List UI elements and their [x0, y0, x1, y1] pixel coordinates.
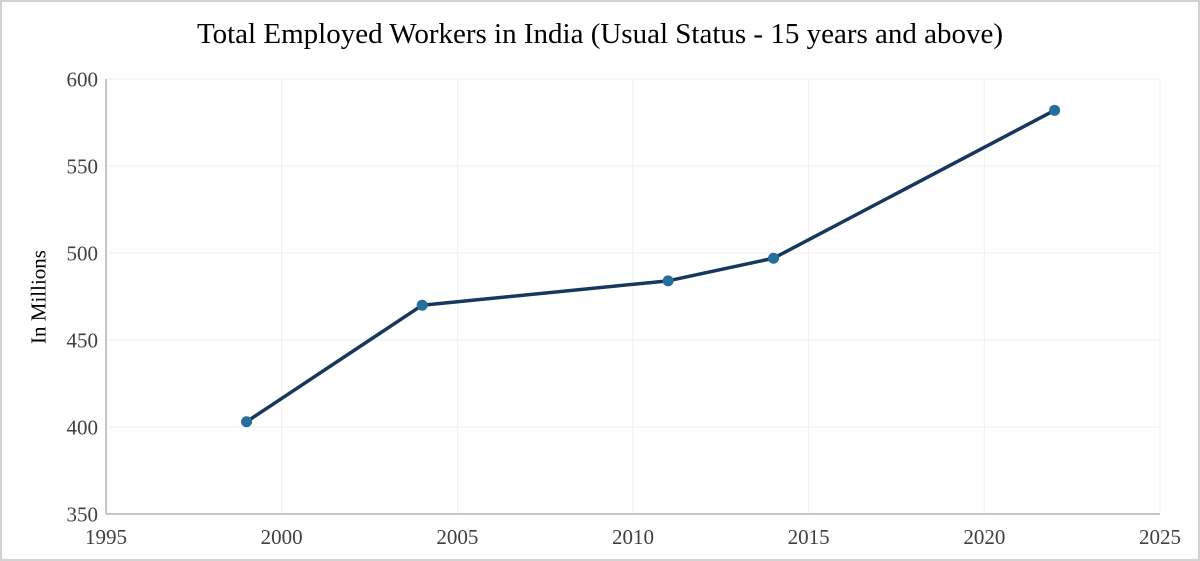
y-tick-label: 550: [67, 154, 99, 178]
y-tick-label: 600: [67, 67, 99, 91]
data-point: [416, 299, 428, 311]
data-point: [1049, 104, 1061, 116]
y-tick-label: 350: [67, 502, 99, 526]
chart-title: Total Employed Workers in India (Usual S…: [196, 18, 1004, 50]
data-line: [244, 108, 1057, 424]
x-tick-label: 2020: [963, 525, 1005, 549]
y-tick-label: 450: [67, 328, 99, 352]
y-tick-label: 500: [67, 241, 99, 265]
data-point: [662, 275, 674, 287]
x-tick-label: 2015: [788, 525, 830, 549]
data-point: [241, 416, 253, 428]
data-point: [768, 252, 780, 264]
y-tick-label: 400: [67, 415, 99, 439]
x-tick-label: 1995: [85, 525, 127, 549]
x-tick-label: 2010: [612, 525, 654, 549]
x-tick-label: 2025: [1139, 525, 1181, 549]
x-tick-label: 2005: [436, 525, 478, 549]
x-tick-label: 2000: [261, 525, 303, 549]
